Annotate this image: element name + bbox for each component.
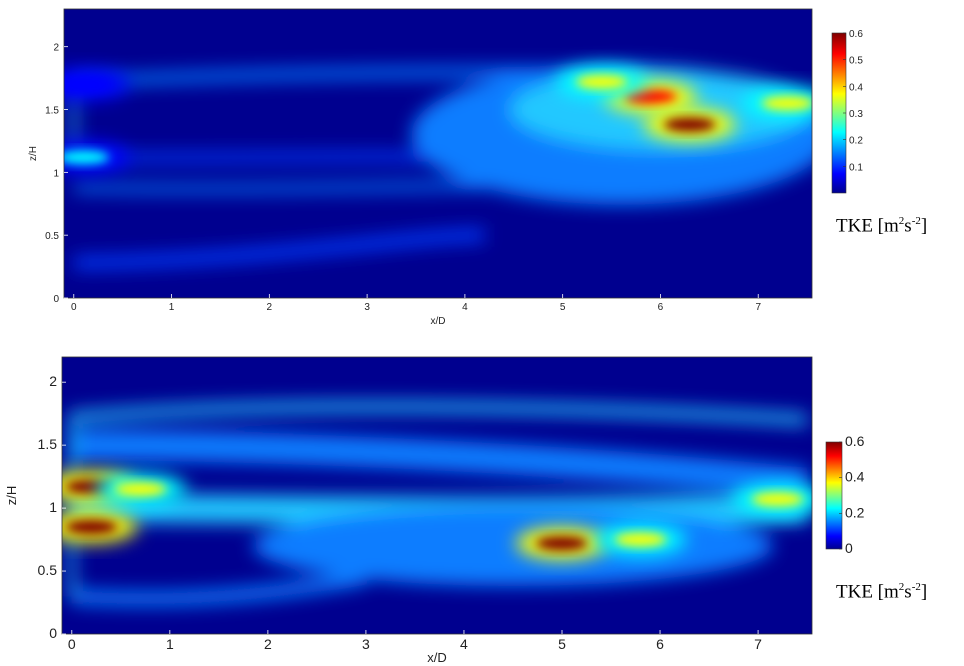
hotspot-core-4 — [614, 532, 667, 547]
hotspot-core-3 — [536, 536, 588, 551]
hotspots — [62, 470, 812, 560]
x-tick-label: 0 — [68, 636, 76, 652]
hotspot-core-1 — [65, 519, 118, 534]
x-tick-label: 1 — [169, 302, 175, 313]
x-tick-label: 0 — [71, 302, 77, 313]
top-heatmap-chart: 0 1 2 3 4 5 6 7 0 0.5 1 1.5 2 x/D z/H 0.1 0.2 0.3 0.4 0.5 0.… — [28, 8, 863, 327]
x-tick-label: 7 — [755, 302, 761, 313]
y-tick-label: 1 — [53, 168, 59, 179]
upper-wake-band — [71, 430, 809, 498]
y-tick-label: 1.5 — [45, 106, 59, 117]
colorbar — [825, 441, 843, 550]
plot-frame — [61, 356, 813, 635]
bottom-colorbar-label: TKE [m2s-2] — [836, 581, 928, 603]
y-tick-label: 0 — [53, 294, 59, 305]
x-tick-label: 6 — [656, 636, 664, 652]
y-tick-label: 0 — [49, 625, 57, 641]
x-axis-label: x/D — [427, 650, 447, 665]
shear-layers — [68, 401, 809, 606]
hotspot-core-5 — [64, 77, 110, 92]
hotspot-core-5 — [751, 492, 804, 507]
x-tick-label: 3 — [362, 636, 370, 652]
x-tick-label: 2 — [267, 302, 273, 313]
y-axis-label: z/H — [28, 146, 39, 161]
hotspot-core-3 — [761, 96, 812, 111]
y-axis-label: z/H — [4, 486, 19, 506]
hotspot-core-2 — [114, 482, 167, 497]
x-tick-label: 4 — [460, 636, 468, 652]
top-tke-panel: 0 1 2 3 4 5 6 7 0 0.5 1 1.5 2 x/D z/H 0.1 0.2 0.3 0.4 0.5 0.… — [0, 0, 964, 330]
colorbar-tick-label: 0.1 — [849, 162, 863, 173]
tke-field — [62, 357, 812, 634]
colorbar-tick-label: 0.6 — [845, 433, 865, 449]
x-tick-label: 4 — [462, 302, 468, 313]
y-tick-label: 1 — [49, 499, 57, 515]
bottom-heatmap-chart: 0 1 2 3 4 5 6 7 0 0.5 1 1.5 2 x/D z/H 0 0.2 0.4 0.6 — [4, 356, 865, 665]
hotspots — [64, 65, 812, 174]
x-tick-label: 7 — [754, 636, 762, 652]
lower-wake-band — [252, 505, 773, 586]
hotspot-core-2 — [575, 74, 628, 89]
ground-layer — [71, 570, 368, 606]
x-tick-label: 3 — [364, 302, 370, 313]
x-tick-label: 5 — [560, 302, 566, 313]
x-tick-label: 1 — [166, 636, 174, 652]
colorbar-tick-label: 0 — [845, 540, 853, 556]
plot-frame — [63, 8, 813, 299]
hotspot-core-4 — [64, 150, 110, 165]
colorbar-tick-label: 0.3 — [849, 109, 863, 120]
x-tick-label: 2 — [264, 636, 272, 652]
ground-layer — [73, 229, 485, 269]
bottom-tke-panel: 0 1 2 3 4 5 6 7 0 0.5 1 1.5 2 x/D z/H 0 0.2 0.4 0.6 TKE [m… — [0, 338, 964, 666]
colorbar-tick-label: 0.4 — [849, 82, 863, 93]
y-tick-label: 1.5 — [38, 436, 58, 452]
colorbar-tick-label: 0.4 — [845, 469, 865, 485]
upper-shear-layer — [71, 401, 808, 425]
x-tick-label: 5 — [558, 636, 566, 652]
tke-field — [64, 9, 812, 298]
y-tick-label: 0.5 — [38, 562, 58, 578]
center-band — [71, 494, 808, 525]
top-colorbar-label: TKE [m2s-2] — [836, 215, 928, 237]
colorbar-tick-label: 0.6 — [849, 29, 863, 40]
colorbar-tick-label: 0.2 — [849, 136, 863, 147]
y-tick-label: 2 — [49, 373, 57, 389]
colorbar-tick-label: 0.5 — [849, 56, 863, 67]
x-axis-label: x/D — [431, 316, 446, 327]
hotspot-core-1 — [663, 117, 716, 132]
x-tick-label: 6 — [658, 302, 664, 313]
hotspot-core-0 — [624, 89, 677, 104]
y-tick-label: 0.5 — [45, 231, 59, 242]
y-tick-label: 2 — [53, 43, 59, 54]
colorbar-tick-label: 0.2 — [845, 504, 865, 520]
